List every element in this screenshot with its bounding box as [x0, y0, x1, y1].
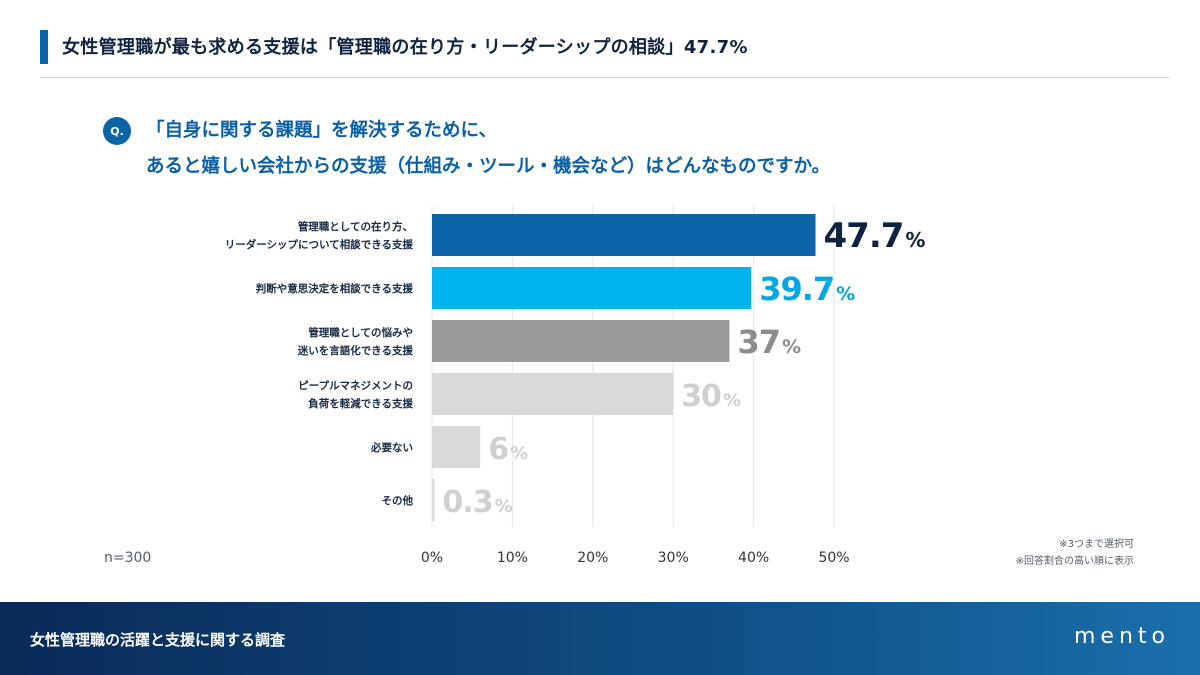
category-label: 管理職としての悩みや迷いを言語化できる支援 [297, 326, 414, 357]
sample-size-note: n=300 [104, 550, 152, 566]
brand-logo: mento [1074, 624, 1170, 649]
bar [432, 426, 481, 468]
x-tick-label: 50% [818, 550, 849, 566]
data-label: 39.7% [759, 270, 855, 308]
data-label: 47.7% [824, 216, 926, 256]
question-badge: Q. [103, 117, 131, 145]
x-tick-label: 10% [497, 550, 528, 566]
footer-banner: 女性管理職の活躍と支援に関する調査 mento [0, 602, 1200, 675]
category-label: その他 [382, 494, 414, 507]
category-label: 判断や意思決定を相談できる支援 [256, 282, 414, 295]
data-label: 6% [488, 432, 528, 467]
header-accent-bar [40, 30, 48, 64]
bar [432, 479, 435, 521]
x-tick-label: 20% [577, 550, 608, 566]
bar [432, 320, 730, 362]
question-text: 「自身に関する課題」を解決するために、 あると嬉しい会社からの支援（仕組み・ツー… [146, 113, 830, 185]
category-label: 管理職としての在り方、リーダーシップについて相談できる支援 [225, 220, 414, 251]
data-label: 0.3% [442, 485, 512, 520]
data-label: 30% [681, 379, 741, 414]
note-selection-limit: ※3つまで選択可 [1059, 539, 1134, 550]
category-label: ピープルマネジメントの負荷を軽減できる支援 [298, 379, 413, 410]
page-title: 女性管理職が最も求める支援は「管理職の在り方・リーダーシップの相談」47.7% [62, 37, 748, 58]
x-tick-label: 40% [738, 550, 769, 566]
footer-title: 女性管理職の活躍と支援に関する調査 [30, 631, 286, 649]
bar [432, 373, 674, 415]
note-sort-order: ※回答割合の高い順に表示 [1015, 556, 1134, 567]
category-label: 必要ない [370, 441, 413, 454]
header-divider [40, 77, 1170, 78]
question-line-1: 「自身に関する課題」を解決するために、 [146, 120, 497, 141]
bar [432, 267, 752, 309]
data-label: 37% [737, 323, 801, 361]
x-tick-label: 30% [658, 550, 689, 566]
bar-chart: 0% 10% 20% 30% 40% 50% 管理職としての在り方、リーダーシップについて相… [225, 205, 926, 566]
question-line-2: あると嬉しい会社からの支援（仕組み・ツール・機会など）はどんなものですか。 [146, 156, 831, 177]
bar [432, 214, 816, 256]
x-tick-label: 0% [421, 550, 443, 566]
chart-notes: ※3つまで選択可 ※回答割合の高い順に表示 [1016, 536, 1134, 570]
